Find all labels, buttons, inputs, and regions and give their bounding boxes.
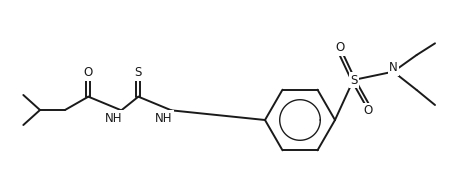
Text: S: S: [351, 74, 358, 87]
Text: S: S: [135, 66, 142, 79]
Text: O: O: [335, 41, 344, 54]
Text: NH: NH: [155, 112, 172, 125]
Text: NH: NH: [104, 112, 122, 125]
Text: O: O: [364, 104, 373, 117]
Text: N: N: [389, 61, 398, 74]
Text: O: O: [84, 66, 93, 79]
